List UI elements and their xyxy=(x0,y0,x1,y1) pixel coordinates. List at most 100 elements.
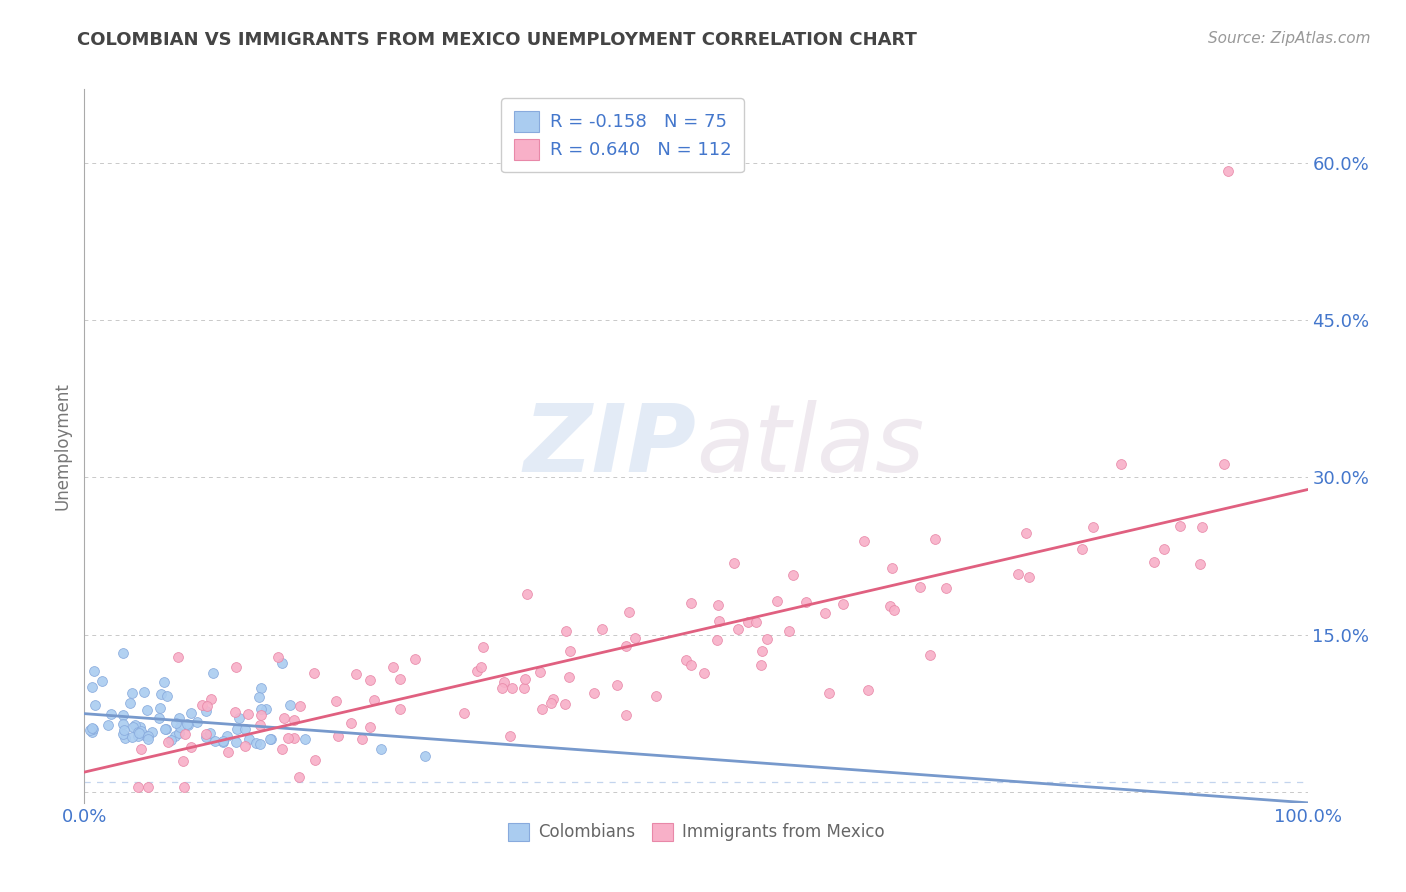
Point xyxy=(325,694,347,708)
Point xyxy=(112,708,135,723)
Point xyxy=(83,665,105,679)
Point xyxy=(121,686,143,700)
Point xyxy=(693,666,716,681)
Point xyxy=(111,647,134,661)
Point xyxy=(924,532,946,546)
Point xyxy=(202,665,225,680)
Point xyxy=(149,688,172,702)
Point xyxy=(136,780,159,794)
Point xyxy=(155,723,177,737)
Point xyxy=(156,689,179,703)
Point xyxy=(186,715,208,730)
Point xyxy=(165,716,187,731)
Point xyxy=(166,649,188,664)
Point xyxy=(254,702,277,716)
Point xyxy=(879,599,901,613)
Point xyxy=(283,731,305,745)
Point xyxy=(249,737,271,751)
Point xyxy=(217,729,239,743)
Point xyxy=(1212,458,1234,472)
Point xyxy=(259,732,281,747)
Point xyxy=(1070,542,1092,557)
Point xyxy=(136,703,159,717)
Point xyxy=(149,701,172,715)
Point xyxy=(794,594,817,608)
Point xyxy=(250,708,273,723)
Point xyxy=(339,716,361,731)
Point xyxy=(751,644,773,658)
Point xyxy=(1188,558,1211,572)
Point xyxy=(176,716,198,731)
Point xyxy=(370,742,392,756)
Point xyxy=(1191,519,1213,533)
Point xyxy=(413,748,436,763)
Point xyxy=(359,673,381,687)
Point xyxy=(591,622,613,636)
Point xyxy=(191,698,214,712)
Point xyxy=(118,696,141,710)
Point xyxy=(465,664,488,678)
Point xyxy=(555,624,578,638)
Point xyxy=(127,729,149,743)
Point xyxy=(935,581,957,595)
Point xyxy=(709,614,731,628)
Point xyxy=(152,674,174,689)
Point xyxy=(531,702,554,716)
Point xyxy=(1143,555,1166,569)
Point xyxy=(918,648,941,662)
Point xyxy=(173,780,195,794)
Point xyxy=(453,706,475,720)
Point xyxy=(606,678,628,692)
Point xyxy=(363,693,385,707)
Point xyxy=(79,723,101,737)
Point xyxy=(260,732,283,747)
Y-axis label: Unemployment: Unemployment xyxy=(53,382,72,510)
Point xyxy=(82,725,104,739)
Point xyxy=(177,718,200,732)
Point xyxy=(706,632,728,647)
Point xyxy=(163,729,186,743)
Point xyxy=(249,717,271,731)
Point xyxy=(136,732,159,747)
Point xyxy=(233,723,256,737)
Point xyxy=(212,733,235,747)
Point xyxy=(128,720,150,734)
Point xyxy=(225,722,247,736)
Point xyxy=(908,581,931,595)
Text: atlas: atlas xyxy=(696,401,924,491)
Point xyxy=(344,666,367,681)
Point xyxy=(1081,520,1104,534)
Point xyxy=(132,684,155,698)
Point xyxy=(194,704,217,718)
Point xyxy=(404,652,426,666)
Point xyxy=(224,705,246,719)
Point xyxy=(681,597,703,611)
Point xyxy=(472,640,495,654)
Point xyxy=(169,711,191,725)
Point xyxy=(853,534,876,549)
Point xyxy=(558,670,581,684)
Point xyxy=(247,690,270,704)
Point xyxy=(148,711,170,725)
Point xyxy=(111,727,134,741)
Point xyxy=(217,745,239,759)
Point xyxy=(121,720,143,734)
Point xyxy=(619,605,641,619)
Point xyxy=(727,622,749,636)
Point xyxy=(782,568,804,582)
Point xyxy=(141,725,163,739)
Point xyxy=(136,729,159,743)
Point xyxy=(277,731,299,745)
Point xyxy=(180,706,202,721)
Point xyxy=(111,716,134,731)
Text: Source: ZipAtlas.com: Source: ZipAtlas.com xyxy=(1208,31,1371,46)
Point xyxy=(80,680,103,694)
Point xyxy=(1018,570,1040,584)
Point xyxy=(350,731,373,746)
Point xyxy=(516,587,538,601)
Point xyxy=(1007,567,1029,582)
Point xyxy=(359,720,381,734)
Point xyxy=(529,665,551,679)
Point xyxy=(778,624,800,639)
Point xyxy=(723,556,745,570)
